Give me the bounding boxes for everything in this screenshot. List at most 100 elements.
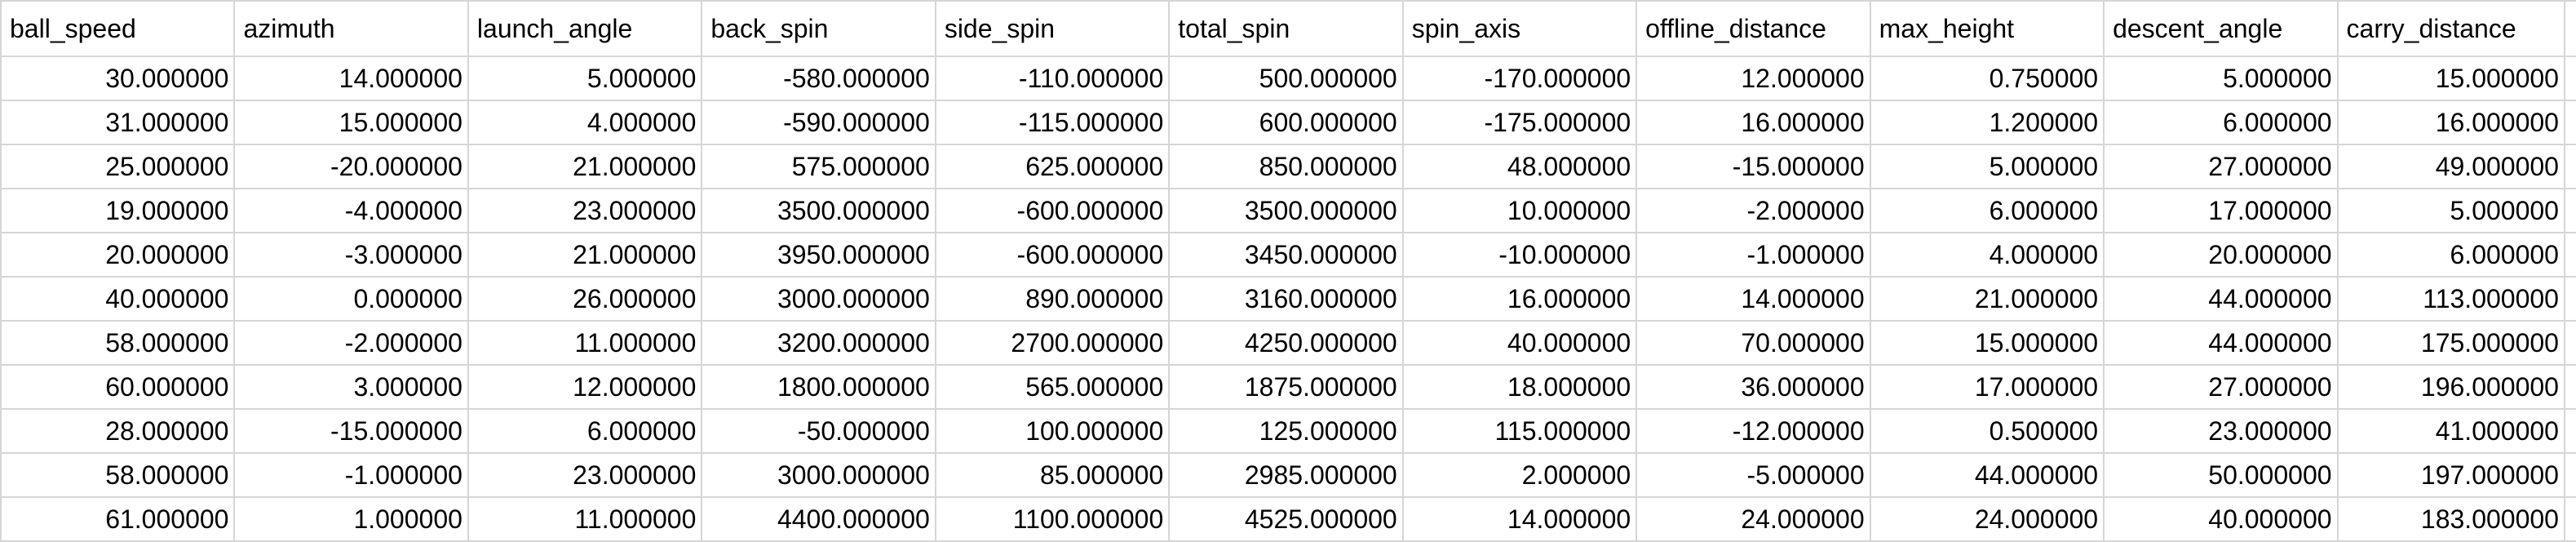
- cell-max-height[interactable]: 21.000000: [1870, 277, 2105, 322]
- cell-back-spin[interactable]: 3500.000000: [702, 189, 936, 233]
- cell-azimuth[interactable]: 14.000000: [234, 56, 469, 101]
- cell-offline-distance[interactable]: 16.000000: [1636, 100, 1871, 145]
- cell-back-spin[interactable]: 4400.000000: [702, 497, 936, 542]
- cell-total-spin[interactable]: 3450.000000: [1169, 233, 1404, 278]
- cell-descent-angle[interactable]: 50.000000: [2104, 453, 2339, 498]
- cell-total-spin[interactable]: 4250.000000: [1169, 321, 1404, 366]
- cell-spin-axis[interactable]: -175.000000: [1402, 100, 1638, 145]
- cell-spin-axis[interactable]: -170.000000: [1402, 56, 1638, 101]
- column-header-offline-distance[interactable]: offline_distance: [1636, 0, 1871, 57]
- cell-offline-distance[interactable]: 12.000000: [1636, 56, 1871, 101]
- cell-azimuth[interactable]: 0.000000: [234, 277, 469, 322]
- cell-ball-speed[interactable]: 31.000000: [0, 100, 236, 145]
- empty-cell[interactable]: [2564, 453, 2576, 498]
- cell-ball-speed[interactable]: 40.000000: [0, 277, 236, 322]
- column-header-carry-distance[interactable]: carry_distance: [2337, 0, 2565, 57]
- cell-spin-axis[interactable]: -10.000000: [1402, 233, 1638, 278]
- cell-carry-distance[interactable]: 15.000000: [2337, 56, 2565, 101]
- cell-offline-distance[interactable]: 24.000000: [1636, 497, 1871, 542]
- cell-total-spin[interactable]: 125.000000: [1169, 409, 1404, 454]
- cell-azimuth[interactable]: 3.000000: [234, 365, 469, 410]
- cell-ball-speed[interactable]: 19.000000: [0, 189, 236, 233]
- cell-launch-angle[interactable]: 4.000000: [467, 100, 703, 145]
- empty-cell[interactable]: [2564, 365, 2576, 410]
- cell-ball-speed[interactable]: 58.000000: [0, 453, 236, 498]
- cell-back-spin[interactable]: -580.000000: [702, 56, 936, 101]
- cell-spin-axis[interactable]: 10.000000: [1402, 189, 1638, 233]
- cell-launch-angle[interactable]: 21.000000: [467, 144, 703, 189]
- cell-carry-distance[interactable]: 113.000000: [2337, 277, 2565, 322]
- cell-max-height[interactable]: 17.000000: [1870, 365, 2105, 410]
- cell-side-spin[interactable]: 625.000000: [935, 144, 1171, 189]
- cell-launch-angle[interactable]: 21.000000: [467, 233, 703, 278]
- cell-side-spin[interactable]: 100.000000: [935, 409, 1171, 454]
- cell-descent-angle[interactable]: 44.000000: [2104, 277, 2339, 322]
- cell-azimuth[interactable]: -2.000000: [234, 321, 469, 366]
- empty-cell[interactable]: [2564, 56, 2576, 101]
- cell-total-spin[interactable]: 600.000000: [1169, 100, 1404, 145]
- cell-side-spin[interactable]: -110.000000: [935, 56, 1171, 101]
- cell-carry-distance[interactable]: 197.000000: [2337, 453, 2565, 498]
- cell-descent-angle[interactable]: 17.000000: [2104, 189, 2339, 233]
- cell-azimuth[interactable]: -15.000000: [234, 409, 469, 454]
- cell-descent-angle[interactable]: 44.000000: [2104, 321, 2339, 366]
- cell-total-spin[interactable]: 1875.000000: [1169, 365, 1404, 410]
- cell-offline-distance[interactable]: -1.000000: [1636, 233, 1871, 278]
- cell-offline-distance[interactable]: -12.000000: [1636, 409, 1871, 454]
- cell-azimuth[interactable]: -4.000000: [234, 189, 469, 233]
- cell-spin-axis[interactable]: 2.000000: [1402, 453, 1638, 498]
- cell-spin-axis[interactable]: 16.000000: [1402, 277, 1638, 322]
- cell-ball-speed[interactable]: 25.000000: [0, 144, 236, 189]
- cell-max-height[interactable]: 4.000000: [1870, 233, 2105, 278]
- cell-offline-distance[interactable]: -15.000000: [1636, 144, 1871, 189]
- cell-carry-distance[interactable]: 16.000000: [2337, 100, 2565, 145]
- cell-max-height[interactable]: 0.500000: [1870, 409, 2105, 454]
- empty-cell[interactable]: [2564, 497, 2576, 542]
- column-header-azimuth[interactable]: azimuth: [234, 0, 469, 57]
- cell-side-spin[interactable]: 2700.000000: [935, 321, 1171, 366]
- cell-max-height[interactable]: 5.000000: [1870, 144, 2105, 189]
- cell-descent-angle[interactable]: 27.000000: [2104, 144, 2339, 189]
- cell-back-spin[interactable]: 575.000000: [702, 144, 936, 189]
- cell-ball-speed[interactable]: 30.000000: [0, 56, 236, 101]
- cell-back-spin[interactable]: -50.000000: [702, 409, 936, 454]
- cell-descent-angle[interactable]: 27.000000: [2104, 365, 2339, 410]
- cell-ball-speed[interactable]: 60.000000: [0, 365, 236, 410]
- column-header-max-height[interactable]: max_height: [1870, 0, 2105, 57]
- cell-carry-distance[interactable]: 49.000000: [2337, 144, 2565, 189]
- cell-spin-axis[interactable]: 40.000000: [1402, 321, 1638, 366]
- cell-total-spin[interactable]: 500.000000: [1169, 56, 1404, 101]
- cell-launch-angle[interactable]: 5.000000: [467, 56, 703, 101]
- cell-side-spin[interactable]: 85.000000: [935, 453, 1171, 498]
- cell-offline-distance[interactable]: -2.000000: [1636, 189, 1871, 233]
- cell-max-height[interactable]: 44.000000: [1870, 453, 2105, 498]
- cell-spin-axis[interactable]: 48.000000: [1402, 144, 1638, 189]
- cell-side-spin[interactable]: 890.000000: [935, 277, 1171, 322]
- cell-carry-distance[interactable]: 196.000000: [2337, 365, 2565, 410]
- cell-total-spin[interactable]: 4525.000000: [1169, 497, 1404, 542]
- cell-offline-distance[interactable]: -5.000000: [1636, 453, 1871, 498]
- empty-cell[interactable]: [2564, 100, 2576, 145]
- cell-spin-axis[interactable]: 14.000000: [1402, 497, 1638, 542]
- empty-cell[interactable]: [2564, 189, 2576, 233]
- cell-back-spin[interactable]: 3950.000000: [702, 233, 936, 278]
- empty-cell[interactable]: [2564, 409, 2576, 454]
- column-header-descent-angle[interactable]: descent_angle: [2104, 0, 2339, 57]
- cell-ball-speed[interactable]: 61.000000: [0, 497, 236, 542]
- cell-offline-distance[interactable]: 36.000000: [1636, 365, 1871, 410]
- cell-max-height[interactable]: 24.000000: [1870, 497, 2105, 542]
- cell-spin-axis[interactable]: 115.000000: [1402, 409, 1638, 454]
- cell-max-height[interactable]: 0.750000: [1870, 56, 2105, 101]
- cell-back-spin[interactable]: 1800.000000: [702, 365, 936, 410]
- cell-ball-speed[interactable]: 58.000000: [0, 321, 236, 366]
- column-header-side-spin[interactable]: side_spin: [935, 0, 1171, 57]
- cell-carry-distance[interactable]: 183.000000: [2337, 497, 2565, 542]
- cell-azimuth[interactable]: -20.000000: [234, 144, 469, 189]
- cell-max-height[interactable]: 6.000000: [1870, 189, 2105, 233]
- cell-descent-angle[interactable]: 20.000000: [2104, 233, 2339, 278]
- cell-launch-angle[interactable]: 12.000000: [467, 365, 703, 410]
- cell-spin-axis[interactable]: 18.000000: [1402, 365, 1638, 410]
- cell-azimuth[interactable]: 15.000000: [234, 100, 469, 145]
- cell-descent-angle[interactable]: 40.000000: [2104, 497, 2339, 542]
- cell-back-spin[interactable]: 3200.000000: [702, 321, 936, 366]
